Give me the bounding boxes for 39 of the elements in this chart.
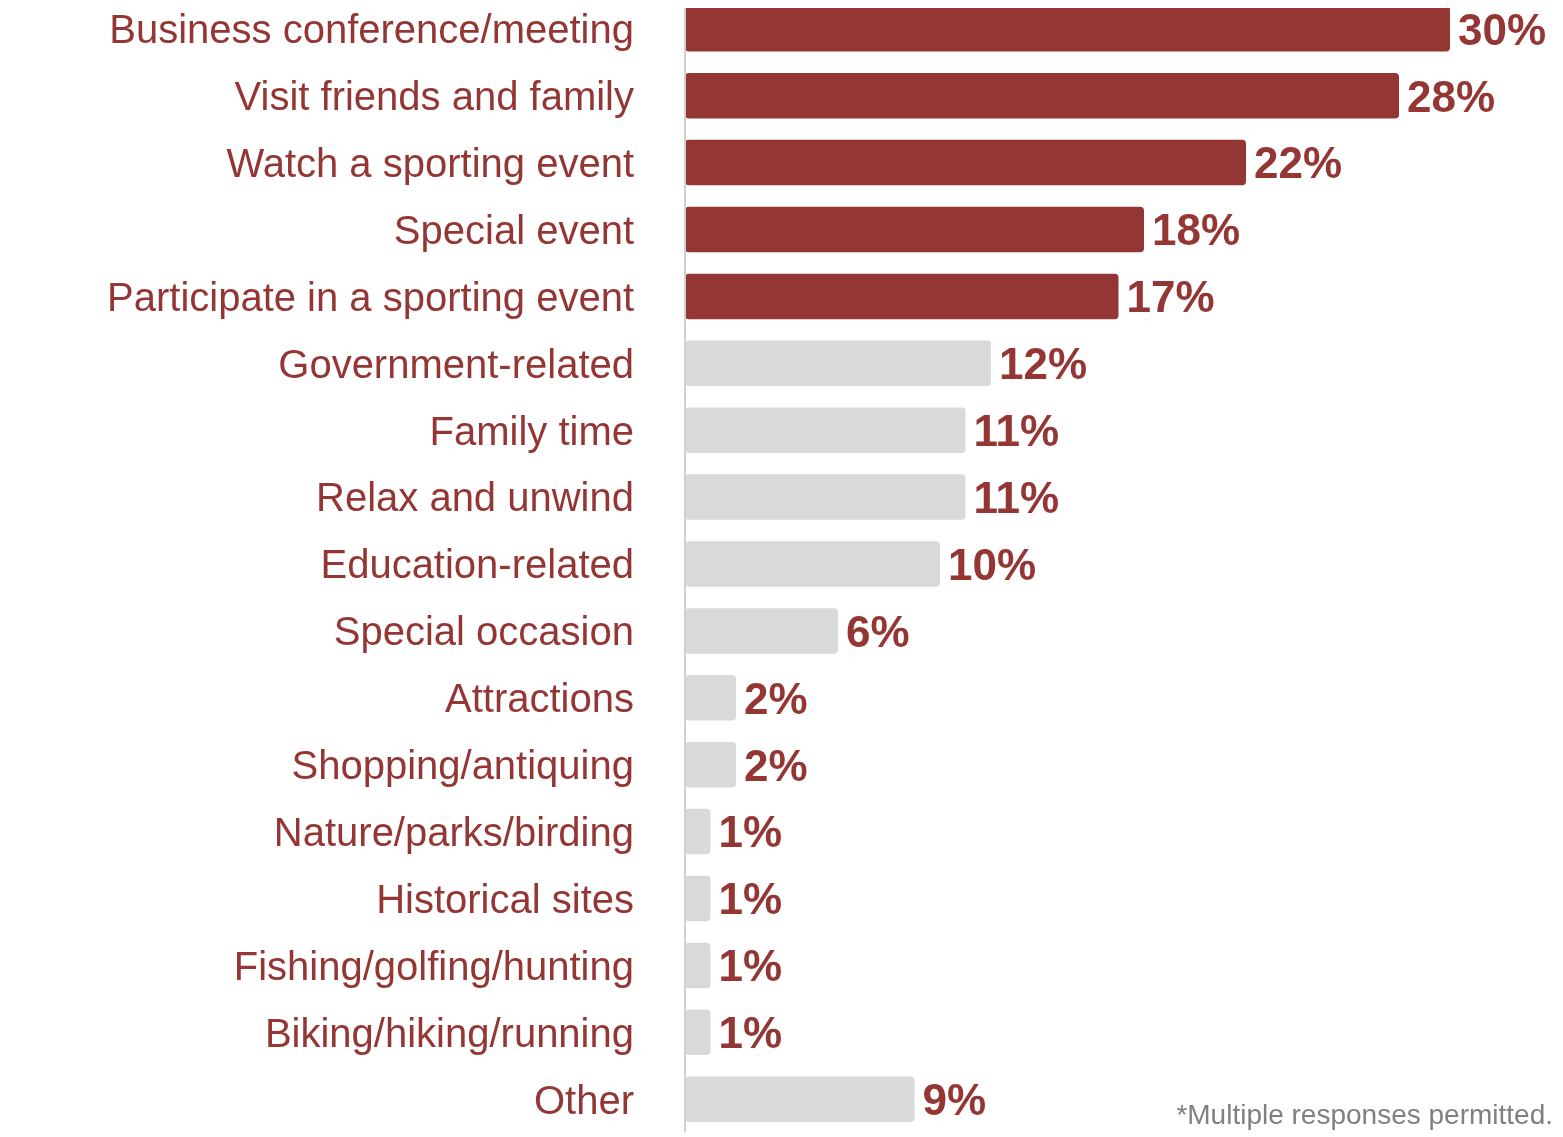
data-label: 10% [948, 539, 1037, 589]
data-label: 17% [1126, 272, 1215, 322]
y-tick-label: Visit friends and family [234, 74, 634, 119]
y-tick-label: Biking/hiking/running [264, 1010, 634, 1055]
y-tick-label: Historical sites [376, 876, 634, 921]
data-label: 12% [999, 339, 1088, 389]
y-tick-label: Other [533, 1077, 634, 1122]
y-tick-label: Family time [429, 408, 634, 453]
bar [685, 139, 1246, 186]
data-label: 2% [744, 673, 808, 723]
data-label: 1% [718, 1008, 783, 1058]
data-label: 9% [922, 1075, 987, 1125]
data-label: 22% [1254, 138, 1343, 188]
y-tick-label: Relax and unwind [316, 475, 634, 520]
data-label: 11% [973, 472, 1060, 522]
y-tick-label: Nature/parks/birding [273, 810, 634, 855]
data-label: 1% [718, 941, 783, 991]
data-label: 1% [718, 807, 783, 857]
data-label: 6% [846, 606, 910, 656]
y-tick-label: Shopping/antiquing [291, 743, 634, 788]
y-tick-label: Education-related [320, 542, 634, 587]
bar [685, 206, 1144, 253]
data-label: 18% [1152, 205, 1241, 255]
y-tick-label: Attractions [445, 676, 634, 721]
data-label: 11% [973, 406, 1060, 456]
data-label: 2% [744, 740, 808, 790]
y-tick-label: Fishing/golfing/hunting [233, 943, 634, 988]
y-tick-label: Business conference/meeting [109, 7, 634, 52]
data-label: 28% [1407, 71, 1496, 121]
y-tick-label: Watch a sporting event [226, 140, 634, 185]
y-tick-label: Special occasion [333, 609, 634, 654]
bar [685, 72, 1399, 119]
data-label: 30% [1458, 4, 1547, 54]
data-label: 1% [718, 874, 783, 924]
y-tick-label: Participate in a sporting event [107, 274, 634, 319]
y-tick-label: Government-related [278, 341, 634, 386]
bar [685, 273, 1119, 320]
annotation: *Multiple responses permitted. [1176, 1099, 1553, 1130]
y-tick-label: Special event [393, 207, 634, 252]
